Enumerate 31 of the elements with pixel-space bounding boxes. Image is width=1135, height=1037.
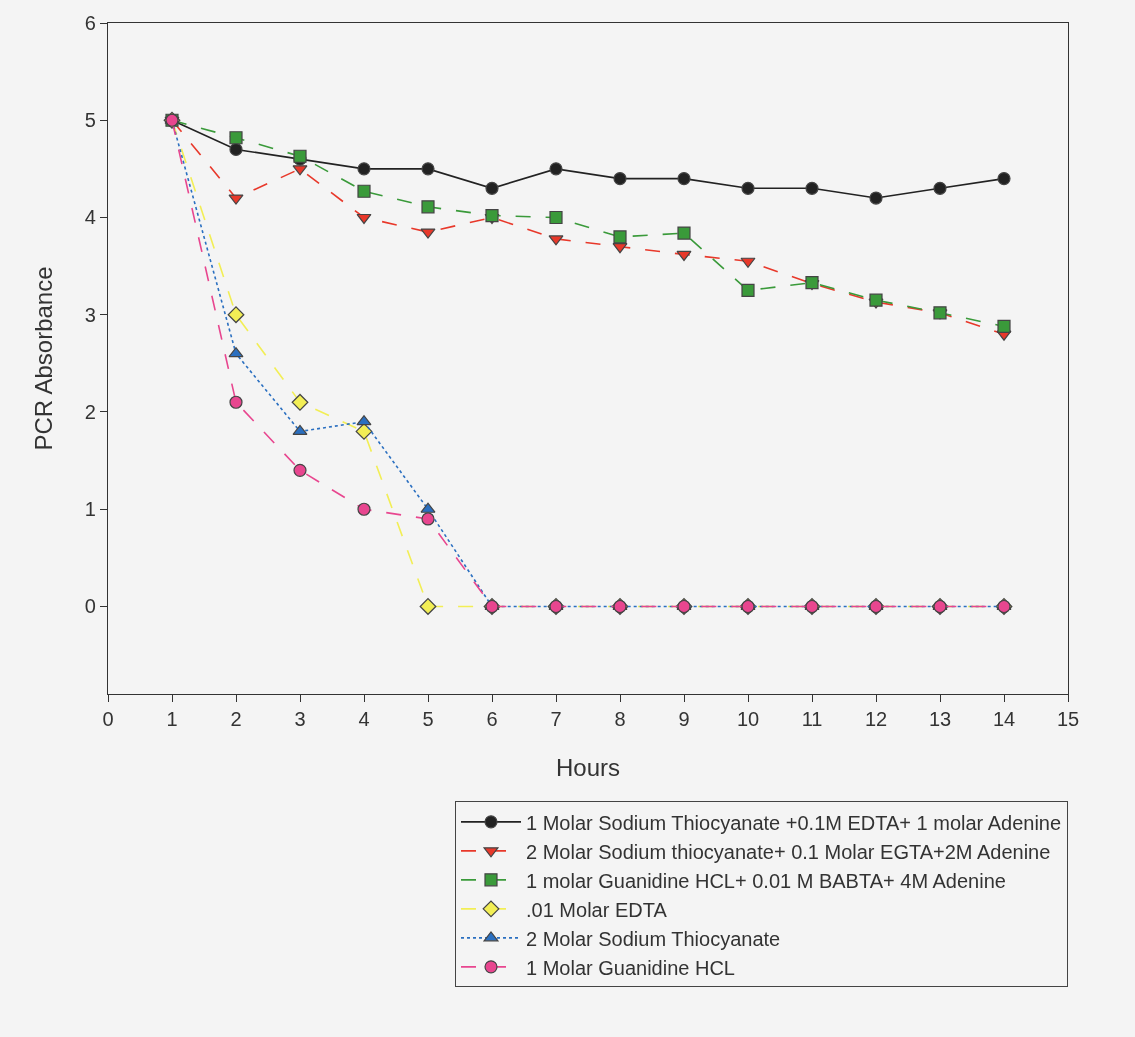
y-tick-label: 2: [84, 400, 96, 423]
x-tick-label: 7: [550, 708, 562, 731]
x-tick-label: 0: [102, 708, 114, 731]
y-axis-title: PCR Absorbance: [29, 266, 57, 451]
x-axis-title: Hours: [555, 754, 621, 782]
y-tick-label: 1: [84, 498, 96, 521]
y-tick-label: 4: [84, 206, 96, 229]
x-tick-label: 9: [678, 708, 690, 731]
x-tick-label: 3: [294, 708, 306, 731]
y-tick-label: 0: [84, 595, 96, 618]
x-tick-label: 2: [230, 708, 242, 731]
legend-label: 1 Molar Guanidine HCL: [526, 956, 735, 979]
y-tick-label: 5: [84, 109, 96, 132]
legend-label: 2 Molar Sodium Thiocyanate: [526, 927, 781, 950]
x-tick-label: 10: [736, 708, 760, 731]
x-tick-label: 8: [614, 708, 626, 731]
legend-label: 1 molar Guanidine HCL+ 0.01 M BABTA+ 4M Adenine: [526, 869, 1006, 892]
x-tick-label: 15: [1056, 708, 1080, 731]
x-tick-label: 6: [486, 708, 498, 731]
legend-label: 1 Molar Sodium Thiocyanate +0.1M EDTA+ 1 molar Adenine: [526, 811, 1062, 834]
x-tick-label: 11: [801, 708, 823, 731]
x-tick-label: 4: [358, 708, 370, 731]
y-tick-label: 3: [84, 303, 96, 326]
y-tick-label: 6: [84, 12, 96, 34]
x-tick-label: 12: [864, 708, 888, 731]
x-tick-label: 14: [992, 708, 1016, 731]
x-tick-label: 1: [166, 708, 178, 731]
legend-label: .01 Molar EDTA: [526, 898, 668, 921]
x-tick-label: 5: [422, 708, 434, 731]
legend-label: 2 Molar Sodium thiocyanate+ 0.1 Molar EGTA+2M Adenine: [526, 840, 1051, 863]
x-tick-label: 13: [928, 708, 952, 731]
